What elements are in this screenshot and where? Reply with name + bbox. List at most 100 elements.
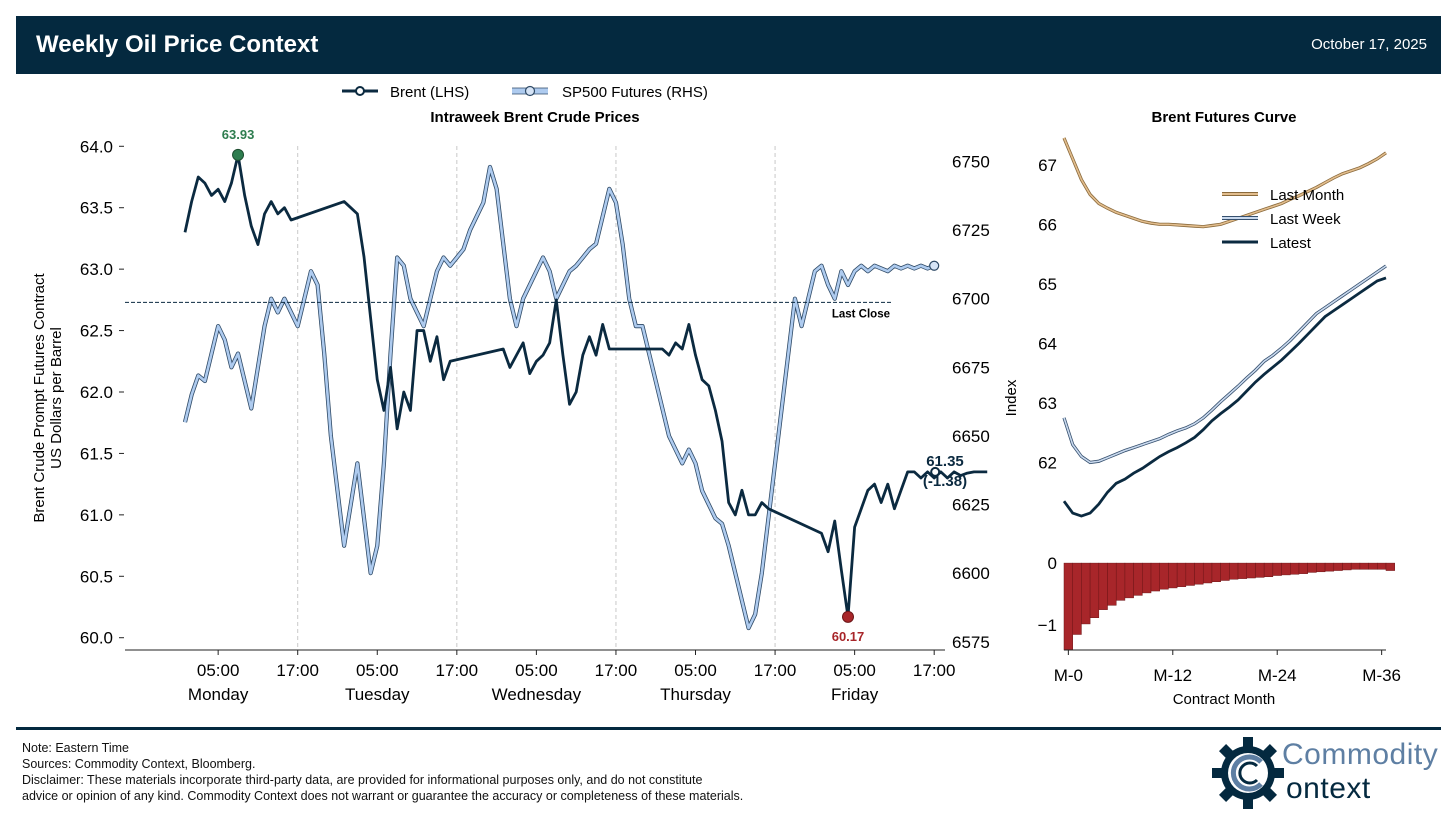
main-y-tick-label: 61.5 [80,444,113,463]
curve-y-tick-label: 65 [1038,275,1057,294]
curve-legend-label: Last Month [1270,187,1344,204]
spread-bar [1255,562,1265,578]
spread-bar [1368,562,1378,570]
footer-disclaimer-1: Disclaimer: These materials incorporate … [22,773,703,787]
spread-bar [1202,562,1213,584]
curve-line-last-week [1063,265,1387,464]
main-x-tick-label: 05:00 [197,661,240,680]
page-title: Weekly Oil Price Context [36,31,319,58]
spread-bar [1089,562,1100,618]
footer-note: Note: Eastern Time [22,741,129,755]
curve-legend-label: Latest [1270,235,1312,252]
main-x-tick-label: 17:00 [754,661,797,680]
main-y2-tick-label: 6600 [952,564,990,583]
curve-chart-title: Brent Futures Curve [1151,109,1296,126]
low-label: 60.17 [832,629,865,644]
spread-bar [1324,562,1335,572]
spread-bar [1176,562,1187,587]
main-y2-tick-label: 6625 [952,496,990,515]
curve-y-tick-label: 62 [1038,453,1057,472]
footer-divider [16,727,1441,730]
main-x-tick-label: 05:00 [356,661,399,680]
spread-bar [1281,562,1291,576]
spread-bar [1185,562,1195,586]
spread-bar [1150,562,1160,592]
curve-line-latest [1062,276,1387,518]
spread-bar [1072,562,1082,635]
sp500-series-line [183,165,935,630]
spread-bar [1168,562,1178,589]
spread-bar [1246,562,1256,579]
spread-bar [1272,562,1282,576]
high-marker [232,148,245,161]
curve-y-tick-label: 67 [1038,156,1057,175]
main-y2-tick-label: 6750 [952,152,990,171]
spread-bar [1290,562,1300,575]
curve-y-axis-label: Index [1003,379,1020,416]
sp500-last-marker [929,260,940,271]
brent-last-marker [930,466,941,477]
main-legend: Brent (LHS) SP500 Futures (RHS) [342,84,708,101]
main-x-tick-day-label: Thursday [660,685,731,704]
main-y-tick-label: 63.5 [80,199,113,218]
spread-bar [1194,562,1204,585]
spread-bar [1115,562,1126,601]
main-chart-title: Intraweek Brent Crude Prices [430,109,639,126]
spread-bar [1124,562,1134,599]
main-y-axis-label-units: US Dollars per Barrel [48,327,65,469]
legend-brent: Brent (LHS) [390,84,469,101]
spread-bar [1081,562,1091,625]
spread-bar [1237,562,1248,579]
last-close-label: Last Close [832,308,890,320]
main-y2-tick-label: 6650 [952,427,990,446]
logo-word-commodity: Commodity [1282,738,1439,771]
main-y-tick-label: 61.0 [80,506,113,525]
curve-y-tick-label: 64 [1038,334,1057,353]
curve-y-tick-label: 66 [1038,215,1057,234]
main-y-axis-label: Brent Crude Prompt Futures Contract [31,273,48,523]
spread-bar [1220,562,1230,581]
main-x-tick-day-label: Monday [188,685,249,704]
brent-series-line [183,153,988,619]
spread-bar [1333,562,1343,571]
spread-y-tick-label: 0 [1048,554,1057,573]
curve-x-tick-label: M-0 [1054,666,1083,685]
curve-x-axis-label: Contract Month [1173,691,1276,708]
spread-bar [1063,562,1073,651]
spread-bar [1307,562,1317,573]
gear-icon [1212,737,1284,809]
main-x-tick-day-label: Tuesday [345,685,410,704]
curve-y-tick-label: 63 [1038,394,1057,413]
spread-bar [1359,562,1369,570]
main-x-tick-label: 17:00 [276,661,319,680]
curve-x-tick-label: M-36 [1362,666,1401,685]
main-x-tick-label: 17:00 [913,661,956,680]
main-y-tick-label: 60.0 [80,629,113,648]
spread-bar [1263,562,1274,578]
report-date: October 17, 2025 [1311,36,1427,53]
main-y-tick-label: 62.5 [80,322,113,341]
spread-bar [1316,562,1326,573]
logo-word-context: ontext [1286,772,1371,805]
main-y-tick-label: 64.0 [80,137,113,156]
main-y2-tick-label: 6675 [952,358,990,377]
spread-bar [1159,562,1169,590]
company-logo: Commodity ontext [1212,735,1438,810]
main-y-tick-label: 62.0 [80,383,113,402]
main-x-tick-label: 05:00 [674,661,717,680]
spread-bar [1350,562,1361,570]
last-change-label: (-1.38) [923,473,967,490]
spread-bar [1298,562,1308,574]
main-x-tick-label: 05:00 [833,661,876,680]
footer-disclaimer-2: advice or opinion of any kind. Commodity… [22,789,744,803]
spread-bar [1385,562,1395,571]
last-value-label: 61.35 [926,453,964,470]
spread-bar [1229,562,1239,580]
sp500-series-outline [182,164,935,631]
legend-sp500: SP500 Futures (RHS) [562,84,708,101]
spread-bar [1342,562,1352,571]
main-y-tick-label: 60.5 [80,567,113,586]
main-y2-tick-label: 6700 [952,290,990,309]
spread-bar [1098,562,1108,610]
